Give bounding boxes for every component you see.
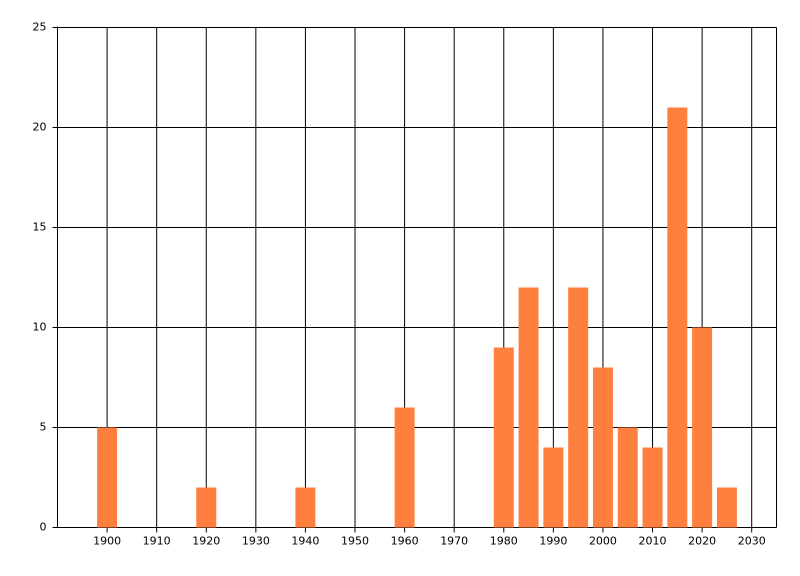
bar — [716, 487, 737, 528]
x-tick-label: 2000 — [589, 535, 617, 548]
bar — [667, 107, 688, 528]
bar — [518, 287, 539, 528]
x-tick-label: 1970 — [440, 535, 468, 548]
x-tick-label: 1980 — [490, 535, 518, 548]
bar — [394, 407, 415, 528]
x-tick-label: 2020 — [688, 535, 716, 548]
y-tick-label: 0 — [40, 521, 47, 534]
x-tick-label: 2030 — [738, 535, 766, 548]
bar — [617, 427, 638, 528]
x-tick-label: 1960 — [391, 535, 419, 548]
bar — [543, 447, 564, 528]
bar — [196, 487, 217, 528]
bar — [692, 327, 713, 528]
x-tick-label: 1900 — [93, 535, 121, 548]
x-tick-label: 1990 — [539, 535, 567, 548]
bar — [295, 487, 316, 528]
bar — [642, 447, 663, 528]
x-tick-label: 1940 — [291, 535, 319, 548]
y-tick-label: 20 — [33, 121, 47, 134]
bar — [97, 427, 118, 528]
y-tick-label: 15 — [33, 221, 47, 234]
x-tick-label: 1910 — [143, 535, 171, 548]
bar — [568, 287, 589, 528]
x-tick-label: 1920 — [192, 535, 220, 548]
y-tick-label: 25 — [33, 21, 47, 34]
x-tick-label: 1950 — [341, 535, 369, 548]
bar — [592, 367, 613, 528]
x-tick-label: 2010 — [639, 535, 667, 548]
y-tick-label: 10 — [33, 321, 47, 334]
y-tick-label: 5 — [40, 421, 47, 434]
x-tick-label: 1930 — [242, 535, 270, 548]
bar — [493, 347, 514, 528]
